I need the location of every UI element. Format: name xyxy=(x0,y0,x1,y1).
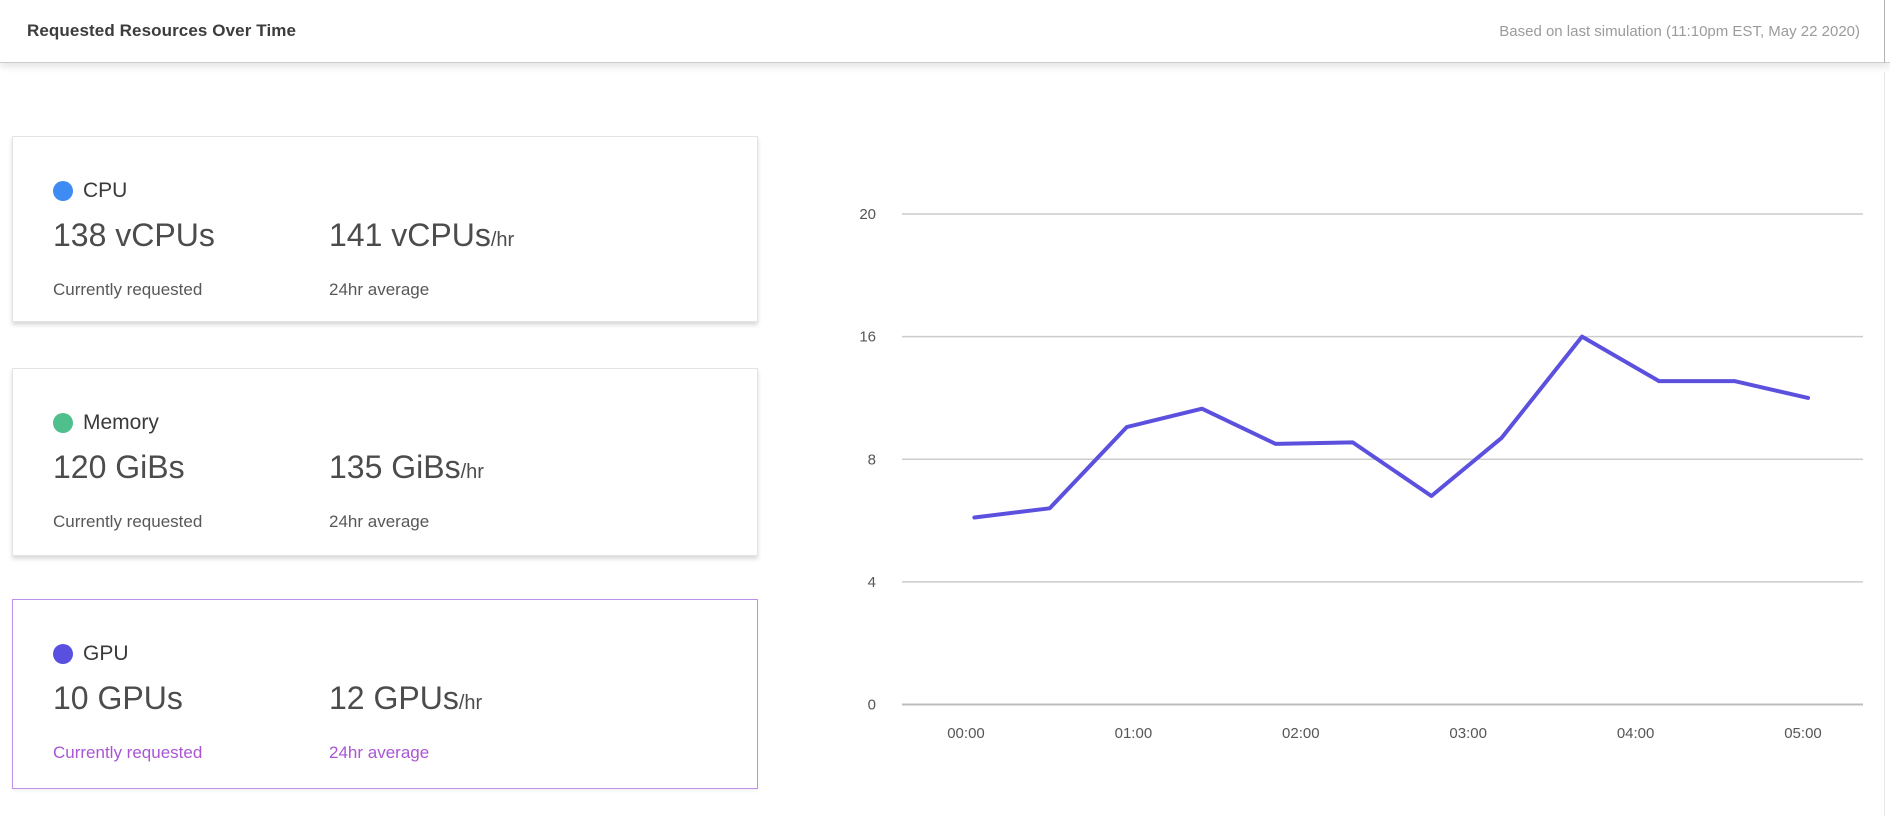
y-tick-label: 8 xyxy=(868,451,876,468)
y-tick-label: 20 xyxy=(859,206,876,223)
average-label: 24hr average xyxy=(329,743,430,762)
average-unit: /hr xyxy=(460,461,484,483)
current-value: 120 GiBs xyxy=(53,449,185,485)
x-tick-label: 01:00 xyxy=(1115,725,1153,742)
average-label: 24hr average xyxy=(329,512,430,531)
y-tick-label: 0 xyxy=(868,697,876,714)
card-title: GPU xyxy=(83,642,129,665)
memory-series-dot xyxy=(53,413,73,433)
current-label: Currently requested xyxy=(53,512,203,531)
last-simulation-note: Based on last simulation (11:10pm EST, M… xyxy=(1499,22,1860,40)
resource-card-gpu[interactable]: GPU 10 GPUs Currently requested 12 GPUs/… xyxy=(12,599,758,789)
x-tick-label: 02:00 xyxy=(1282,725,1320,742)
scrollbar-track xyxy=(1884,72,1885,816)
resource-card-memory[interactable]: Memory 120 GiBs Currently requested 135 … xyxy=(12,368,758,556)
panel-title: Requested Resources Over Time xyxy=(27,21,297,40)
current-label: Currently requested xyxy=(53,743,203,762)
card-title: CPU xyxy=(83,179,128,202)
panel-header: Requested Resources Over Time Based on l… xyxy=(0,0,1890,63)
average-unit: /hr xyxy=(490,229,515,251)
card-title: Memory xyxy=(83,411,159,434)
x-tick-label: 00:00 xyxy=(947,725,985,742)
current-value: 10 GPUs xyxy=(53,680,183,716)
card-header: CPU xyxy=(53,179,757,203)
current-value: 138 vCPUs xyxy=(53,217,215,253)
y-tick-label: 16 xyxy=(859,329,876,346)
average-unit: /hr xyxy=(458,692,483,714)
cpu-series-dot xyxy=(53,181,73,201)
x-tick-label: 04:00 xyxy=(1617,725,1655,742)
x-tick-label: 03:00 xyxy=(1449,725,1487,742)
resource-card-cpu[interactable]: CPU 138 vCPUs Currently requested 141 vC… xyxy=(12,136,758,322)
average-value: 141 vCPUs xyxy=(329,217,491,253)
gpu-series-dot xyxy=(53,644,73,664)
gpu-usage-line xyxy=(972,334,1810,520)
average-value: 135 GiBs xyxy=(329,449,461,485)
y-tick-label: 4 xyxy=(868,574,876,591)
card-header: Memory xyxy=(53,411,757,435)
card-header: GPU xyxy=(53,642,757,666)
x-tick-label: 05:00 xyxy=(1784,725,1822,742)
average-value: 12 GPUs xyxy=(329,680,459,716)
average-label: 24hr average xyxy=(329,280,430,299)
right-edge-divider xyxy=(1884,0,1885,63)
current-label: Currently requested xyxy=(53,280,203,299)
